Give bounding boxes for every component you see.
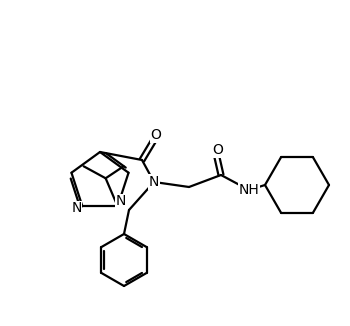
Text: O: O: [150, 128, 161, 142]
Text: N: N: [149, 175, 159, 189]
Text: NH: NH: [239, 183, 259, 197]
Text: N: N: [116, 194, 126, 208]
Text: O: O: [212, 143, 223, 157]
Text: N: N: [71, 201, 82, 215]
